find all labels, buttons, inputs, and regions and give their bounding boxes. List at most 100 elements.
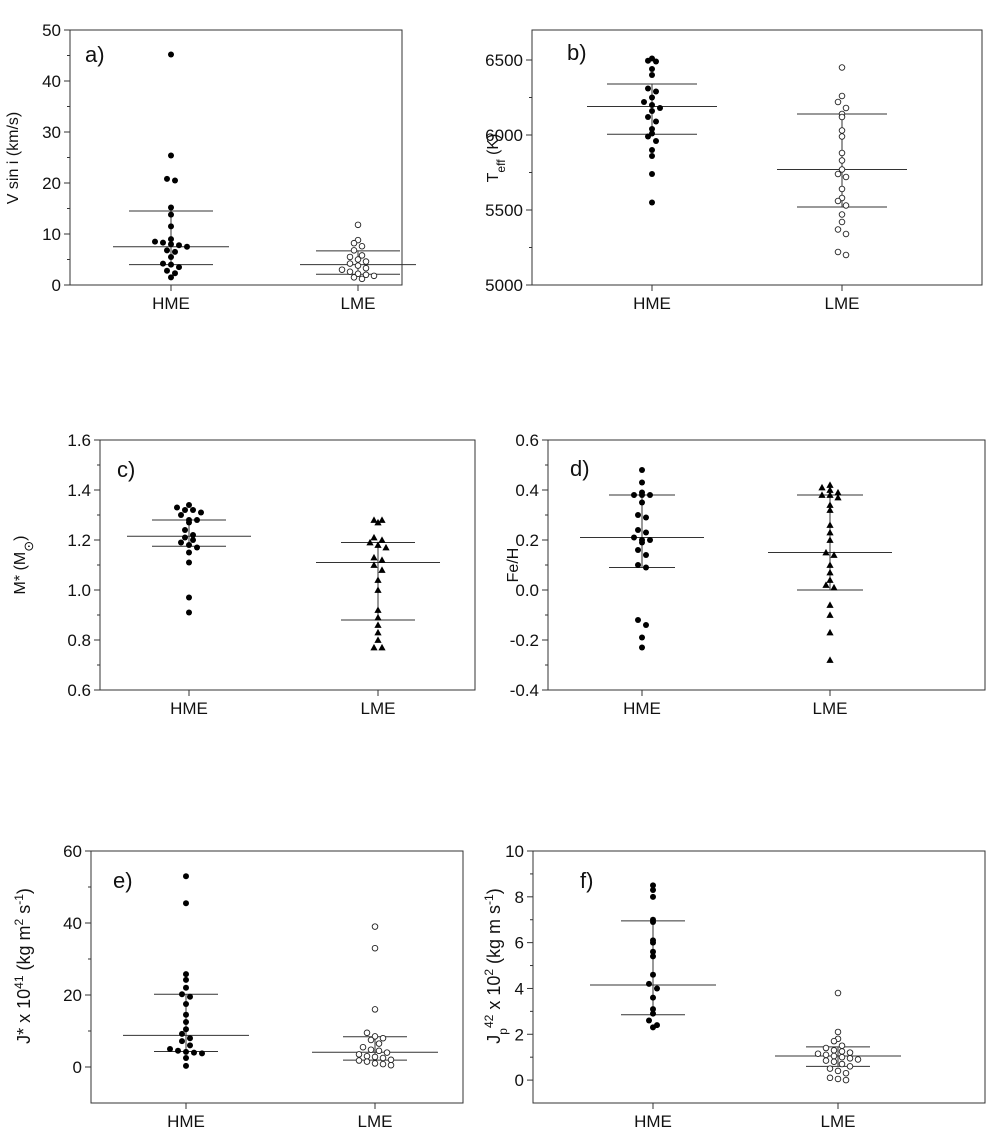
data-point (378, 536, 386, 543)
data-point (838, 1048, 846, 1055)
data-point (653, 138, 659, 144)
y-axis-title-part: s (14, 905, 34, 919)
panel-label: f) (580, 868, 593, 893)
data-point (650, 948, 656, 955)
panel-label: c) (117, 457, 135, 482)
panel-e: 0 20 40 60 HME LME e) J* x 1041 (kg m2 s-1) (12, 842, 464, 1131)
panel-a: 0 10 20 30 40 50 HME LME a) V sin i (km/s) (5, 21, 416, 313)
panel-label: a) (85, 42, 105, 67)
data-point (643, 514, 649, 521)
y-axis-title-part: 42 (482, 1014, 496, 1028)
data-point (168, 261, 174, 268)
data-point (175, 1047, 181, 1054)
data-point (387, 1061, 395, 1069)
data-point (168, 152, 174, 159)
data-point (826, 528, 834, 536)
data-point (387, 1056, 395, 1064)
data-point (643, 552, 649, 558)
data-point (160, 239, 166, 246)
data-point (190, 537, 196, 543)
data-point (834, 98, 842, 106)
series-hme (580, 467, 704, 651)
data-point (199, 1050, 205, 1057)
data-point (830, 1052, 838, 1060)
data-point (168, 274, 174, 281)
data-point (650, 919, 656, 926)
category-label: LME (358, 1112, 393, 1131)
data-point (657, 105, 663, 111)
y-tick-label: 6 (515, 934, 524, 953)
data-point (350, 274, 358, 281)
data-point (370, 533, 378, 541)
data-point (838, 1053, 846, 1061)
data-point (643, 622, 649, 628)
data-point (350, 239, 358, 247)
series-hme (590, 882, 716, 1031)
y-tick-label: -0.4 (510, 681, 539, 700)
data-point (176, 264, 182, 271)
data-point (639, 499, 645, 506)
data-point (355, 1057, 363, 1064)
data-point (362, 271, 370, 279)
y-axis-title-part: J* x 10 (14, 989, 34, 1044)
data-point (838, 64, 846, 71)
category-label: LME (821, 1112, 856, 1131)
data-point (370, 272, 378, 280)
y-axis-title-part: (kg m (14, 925, 34, 975)
y-axis-title-part: (K) (485, 134, 502, 160)
data-point (842, 202, 850, 209)
y-tick-label: 20 (63, 986, 82, 1005)
plot-frame (532, 850, 986, 1104)
category-label: LME (341, 294, 376, 313)
data-point (649, 126, 655, 132)
data-point (650, 1006, 656, 1013)
data-point (822, 1051, 830, 1059)
data-point (822, 581, 830, 588)
data-point (834, 1028, 842, 1036)
data-point (167, 1046, 173, 1052)
data-point (649, 171, 655, 177)
y-tick-label: 8 (515, 888, 524, 907)
data-point (645, 114, 651, 120)
data-point (191, 1049, 197, 1056)
data-point (366, 538, 374, 546)
data-point (183, 900, 189, 907)
y-axis-title: M* (M⊙) (12, 536, 36, 595)
y-tick-label: 60 (63, 842, 82, 861)
y-tick-label: 0.8 (67, 631, 91, 650)
data-point (826, 491, 834, 498)
data-point (645, 57, 651, 64)
data-point (826, 481, 834, 488)
data-point (363, 1029, 371, 1037)
y-axis-title: V sin i (km/s) (5, 112, 22, 204)
category-label: HME (623, 699, 661, 718)
data-point (818, 483, 826, 491)
data-point (370, 553, 378, 561)
data-point (826, 1065, 834, 1072)
data-point (826, 656, 834, 663)
data-point (650, 994, 656, 1001)
data-point (650, 882, 656, 889)
data-point (179, 1038, 185, 1045)
data-point (646, 980, 652, 987)
data-point (183, 1019, 189, 1025)
data-point (187, 1035, 193, 1042)
data-point (814, 1050, 822, 1057)
data-point (830, 1047, 838, 1054)
data-point (186, 609, 192, 616)
data-point (183, 873, 189, 880)
data-point (164, 247, 170, 254)
data-point (358, 275, 366, 283)
y-tick-label: 30 (42, 123, 61, 142)
data-point (649, 94, 655, 101)
y-axis-title-part: 41 (12, 975, 26, 989)
series-lme (316, 516, 440, 651)
data-point (653, 58, 659, 65)
data-point (182, 527, 188, 533)
data-point (649, 153, 655, 159)
data-point (846, 1055, 854, 1062)
data-point (834, 170, 842, 178)
data-point (371, 1053, 379, 1061)
plot-frame (531, 29, 983, 286)
